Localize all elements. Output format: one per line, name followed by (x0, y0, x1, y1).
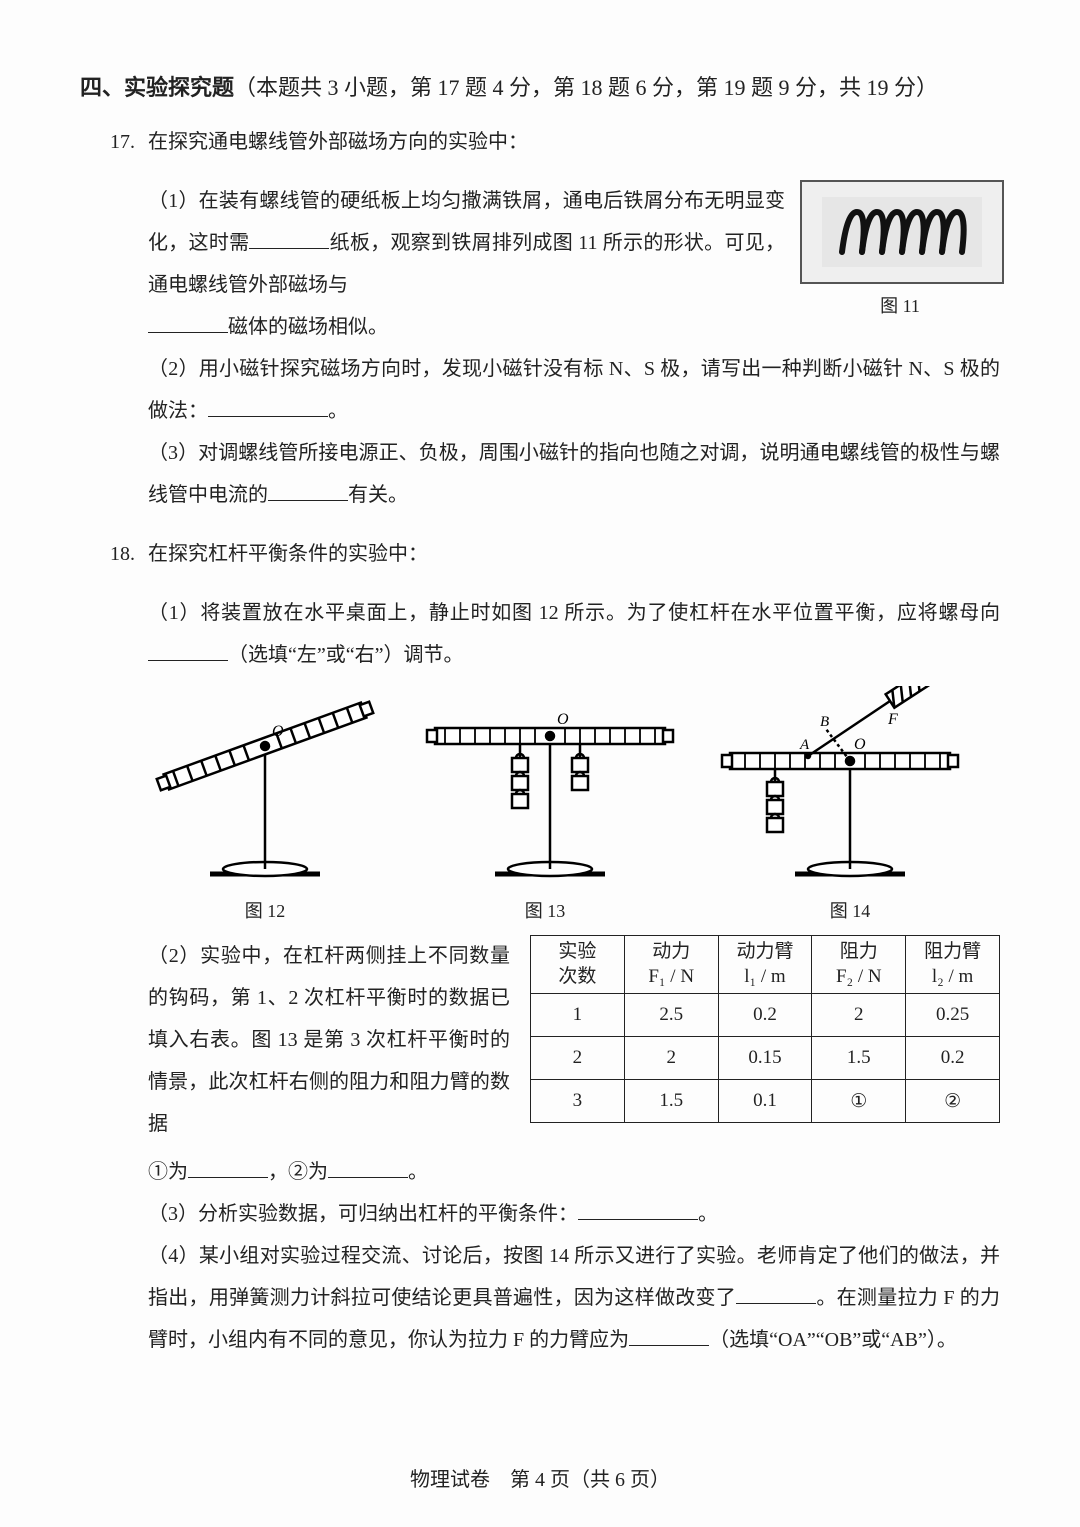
th: l₂ / m (932, 966, 973, 987)
q17-p1-wrap: （1）在装有螺线管的硬纸板上均匀撒满铁屑，通电后铁屑分布无明显变化，这时需纸板，… (148, 180, 1000, 348)
q18-p3b: 。 (698, 1203, 718, 1225)
blank (629, 1321, 709, 1346)
exam-page: 四、实验探究题（本题共 3 小题，第 17 题 4 分，第 18 题 6 分，第… (0, 0, 1080, 1527)
solenoid-icon (822, 197, 982, 267)
td: 1.5 (812, 1037, 906, 1080)
q18-p1: （1）将装置放在水平桌面上，静止时如图 12 所示。为了使杠杆在水平位置平衡，应… (148, 592, 1000, 676)
page-footer: 物理试卷 第 4 页（共 6 页） (0, 1463, 1080, 1492)
q18-p2b-c: 。 (408, 1161, 428, 1183)
section-label: 四、实验探究题 (80, 75, 234, 100)
td: 2.5 (624, 994, 718, 1037)
th: l₁ / m (744, 966, 785, 987)
blank (208, 392, 328, 417)
td: 0.2 (718, 994, 812, 1037)
figure-13: O 图 13 (415, 686, 675, 923)
q18-p4: （4）某小组对实验过程交流、讨论后，按图 14 所示又进行了实验。老师肯定了他们… (148, 1235, 1000, 1361)
blank (268, 476, 348, 501)
svg-text:O: O (272, 723, 284, 740)
q18-p1b: （选填“左”或“右”）调节。 (228, 644, 464, 666)
td: 2 (812, 994, 906, 1037)
q18-p3a: （3）分析实验数据，可归纳出杠杆的平衡条件： (148, 1203, 578, 1225)
q17-p1-text: （1）在装有螺线管的硬纸板上均匀撒满铁屑，通电后铁屑分布无明显变化，这时需纸板，… (148, 180, 800, 348)
th: 阻力臂 (924, 941, 981, 962)
q18-stem-line: 18.在探究杠杆平衡条件的实验中： (110, 534, 1000, 574)
q18-p2b-a: ①为 (148, 1161, 188, 1183)
svg-text:O: O (557, 711, 569, 728)
q17-p1c: 磁体的磁场相似。 (228, 316, 388, 338)
q17-p3: （3）对调螺线管所接电源正、负极，周围小磁针的指向也随之对调，说明通电螺线管的极… (148, 432, 1000, 516)
blank (736, 1279, 816, 1304)
q18-p2-para: （2）实验中，在杠杆两侧挂上不同数量的钩码，第 1、2 次杠杆平衡时的数据已填入… (148, 935, 530, 1145)
svg-text:B: B (820, 714, 829, 730)
q17-p2b: 。 (328, 400, 348, 422)
th: 动力臂 (736, 941, 793, 962)
q18-p2b: ①为 ，②为 。 (148, 1151, 1000, 1193)
q17-stem-line: 17.在探究通电螺线管外部磁场方向的实验中： (110, 122, 1000, 162)
fig13-label: 图 13 (415, 897, 675, 923)
svg-text:O: O (854, 736, 866, 753)
td: 0.25 (906, 994, 1000, 1037)
q17-num: 17. (110, 122, 148, 162)
td: 0.2 (906, 1037, 1000, 1080)
td: 2 (624, 1037, 718, 1080)
blank (148, 636, 228, 661)
th: F₁ / N (648, 966, 694, 987)
fig11-label: 图 11 (800, 288, 1000, 326)
q18-num: 18. (110, 534, 148, 574)
th: 实验 (558, 941, 596, 962)
figures-row: O 图 12 O (140, 686, 1000, 923)
q17-stem: 在探究通电螺线管外部磁场方向的实验中： (148, 131, 528, 153)
td: ② (906, 1080, 1000, 1123)
figure-11: 图 11 (800, 180, 1000, 326)
th: 阻力 (840, 941, 878, 962)
svg-text:A: A (799, 737, 810, 753)
fig14-label: 图 14 (700, 897, 1000, 923)
td: 1 (531, 994, 625, 1037)
balance-lever-icon: O (415, 686, 675, 886)
q18-p3: （3）分析实验数据，可归纳出杠杆的平衡条件： 。 (148, 1193, 1000, 1235)
q18-p2-row: （2）实验中，在杠杆两侧挂上不同数量的钩码，第 1、2 次杠杆平衡时的数据已填入… (148, 935, 1000, 1145)
th: 动力 (652, 941, 690, 962)
td: 3 (531, 1080, 625, 1123)
q17-p3b: 有关。 (348, 484, 408, 506)
blank (148, 308, 228, 333)
figure-14: O A B (700, 686, 1000, 923)
td: 2 (531, 1037, 625, 1080)
section-title: 四、实验探究题（本题共 3 小题，第 17 题 4 分，第 18 题 6 分，第… (80, 70, 1000, 102)
td: 1.5 (624, 1080, 718, 1123)
q18-p2b-b: ，②为 (268, 1161, 328, 1183)
q17-p2: （2）用小磁针探究磁场方向时，发现小磁针没有标 N、S 极，请写出一种判断小磁针… (148, 348, 1000, 432)
q18-p2: （2）实验中，在杠杆两侧挂上不同数量的钩码，第 1、2 次杠杆平衡时的数据已填入… (148, 945, 510, 1135)
td: 0.1 (718, 1080, 812, 1123)
section-rest: （本题共 3 小题，第 17 题 4 分，第 18 题 6 分，第 19 题 9… (234, 75, 938, 100)
figure-12: O 图 12 (140, 686, 390, 923)
lever-data-table: 实验次数 动力 F₁ / N 动力臂 l₁ / m 阻力 F₂ / N 阻力臂 l₂ /… (530, 935, 1000, 1123)
blank (188, 1153, 268, 1178)
q18-p1a: （1）将装置放在水平桌面上，静止时如图 12 所示。为了使杠杆在水平位置平衡，应… (148, 602, 1000, 624)
blank (578, 1195, 698, 1220)
angled-pull-lever-icon: O A B (700, 686, 1000, 886)
blank (249, 224, 329, 249)
th: 次数 (558, 966, 596, 987)
tilted-lever-icon: O (140, 686, 390, 886)
q18-p4c: （选填“OA”“OB”或“AB”）。 (709, 1329, 957, 1351)
q18-stem: 在探究杠杆平衡条件的实验中： (148, 543, 428, 565)
blank (328, 1153, 408, 1178)
fig12-label: 图 12 (140, 897, 390, 923)
td: ① (812, 1080, 906, 1123)
th: F₂ / N (836, 966, 882, 987)
td: 0.15 (718, 1037, 812, 1080)
svg-text:F: F (887, 711, 898, 728)
